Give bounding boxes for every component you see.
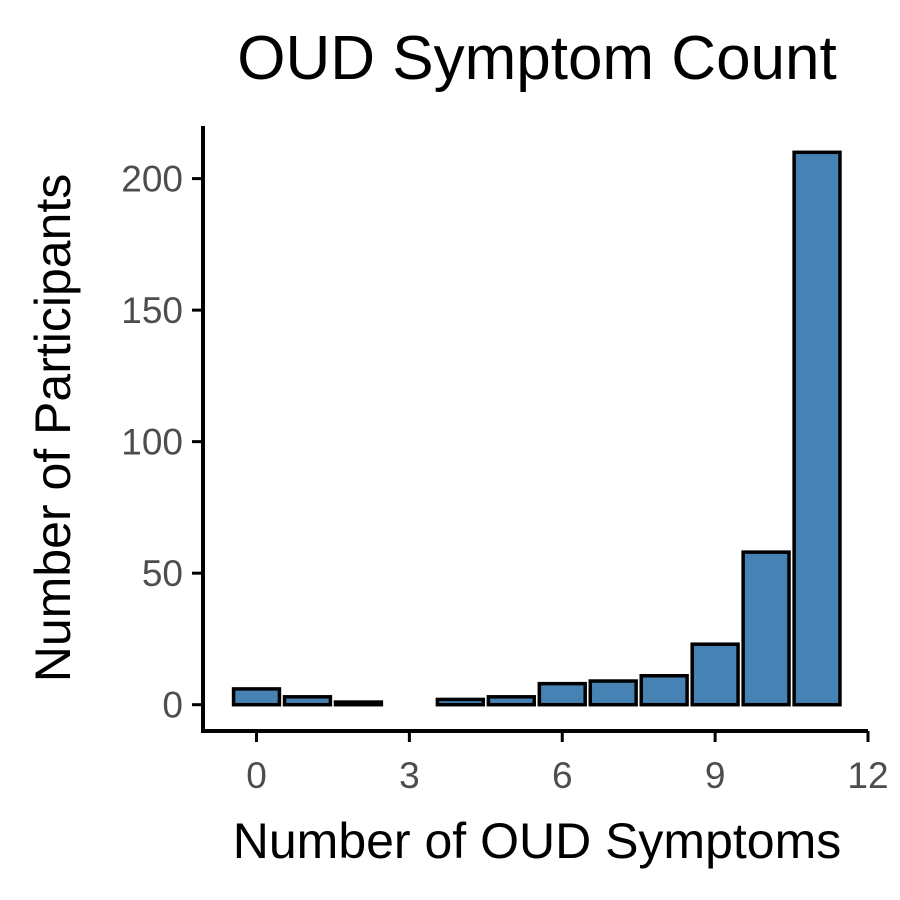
y-tick-label-100: 100	[121, 422, 183, 463]
bar-8	[639, 674, 689, 707]
y-tick-label-200: 200	[121, 159, 183, 200]
x-tick-label-9: 9	[705, 755, 726, 796]
chart-title: OUD Symptom Count	[237, 24, 837, 93]
y-axis-ticks: 0 50 100 150 200	[121, 159, 203, 726]
bar-7	[588, 679, 638, 707]
bars-group	[231, 150, 842, 707]
y-tick-label-0: 0	[162, 685, 183, 726]
x-tick-label-0: 0	[246, 755, 267, 796]
x-axis-title: Number of OUD Symptoms	[233, 813, 841, 869]
y-tick-label-150: 150	[121, 290, 183, 331]
y-axis-title: Number of Participants	[25, 174, 81, 683]
bar-6	[537, 681, 587, 707]
x-tick-label-6: 6	[552, 755, 573, 796]
bar-4	[435, 697, 486, 707]
bar-2	[333, 700, 384, 707]
x-axis-ticks: 0 3 6 9 12	[246, 731, 889, 796]
x-tick-label-3: 3	[399, 755, 420, 796]
x-tick-label-12: 12	[847, 755, 888, 796]
bar-0	[231, 687, 282, 707]
y-tick-label-50: 50	[142, 553, 183, 594]
bar-1	[282, 695, 333, 707]
bar-9	[690, 642, 740, 707]
bar-5	[486, 695, 536, 707]
bar-10	[741, 550, 791, 707]
bar-11	[792, 150, 842, 707]
